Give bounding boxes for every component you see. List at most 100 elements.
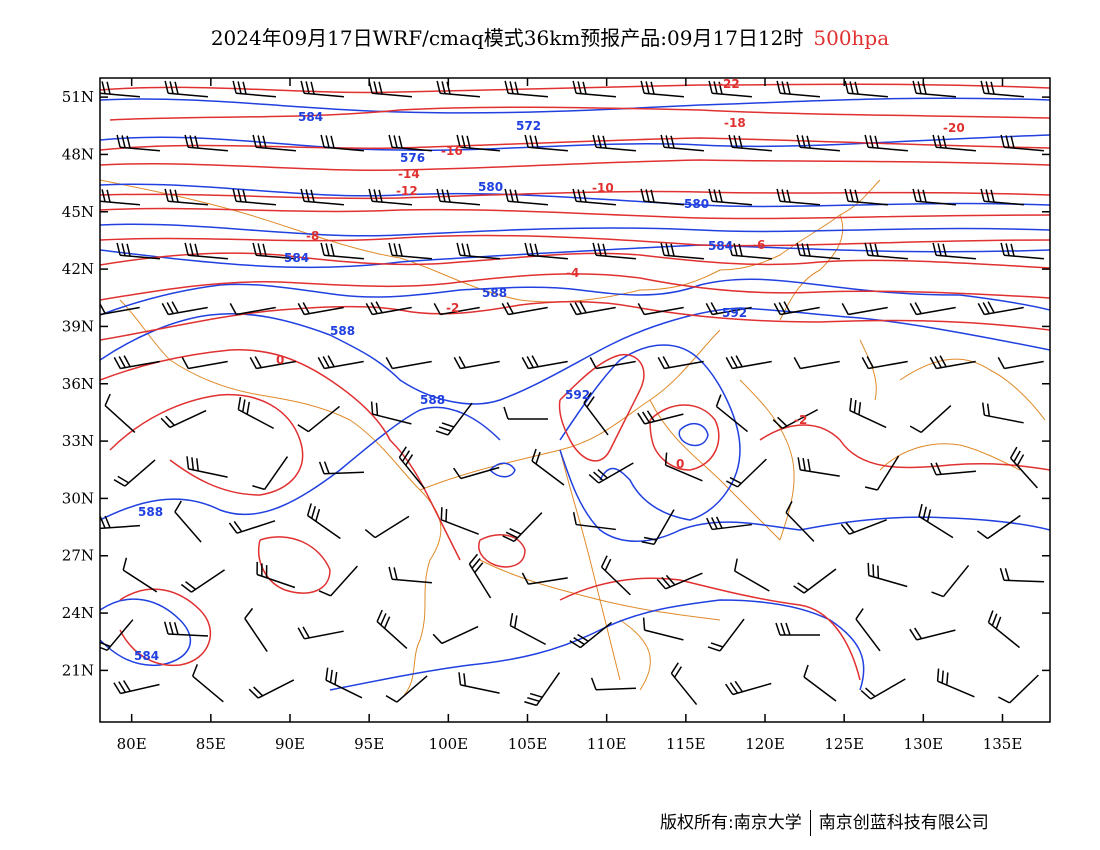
height-label: 588 — [330, 324, 355, 338]
wind-barb — [1009, 446, 1038, 489]
wind-barb — [977, 514, 1021, 540]
wind-barb — [707, 618, 745, 652]
temperature-label: -8 — [306, 229, 319, 243]
wind-barb — [998, 674, 1039, 704]
wind-barb — [249, 356, 296, 370]
wind-barb — [160, 409, 207, 429]
wind-barb — [524, 242, 568, 260]
wind-barb — [773, 301, 820, 316]
wind-barb — [364, 515, 410, 539]
lon-tick-label: 95E — [354, 735, 384, 753]
wind-barb — [912, 80, 956, 98]
wind-barb — [918, 503, 954, 539]
wind-barb — [501, 302, 548, 316]
wind-barb — [728, 242, 772, 260]
wind-barb — [184, 134, 228, 152]
wind-barb — [244, 607, 268, 653]
wind-barb — [840, 519, 887, 535]
wind-barb — [164, 188, 208, 206]
lat-tick-label: 27N — [62, 547, 94, 565]
wind-barb — [592, 134, 636, 152]
temperature-label: -6 — [752, 238, 765, 252]
lon-tick-label: 120E — [745, 735, 785, 753]
wind-barb — [116, 242, 160, 260]
wind-barb — [468, 553, 492, 599]
title-main: 2024年09月17日WRF/cmaq模式36km预报产品:09月17日12时 — [210, 26, 804, 50]
wind-barb — [435, 402, 473, 436]
wind-barb — [981, 402, 1024, 424]
wind-barb — [388, 134, 432, 152]
wind-barb — [909, 627, 956, 641]
wind-barb — [860, 678, 906, 700]
lat-tick-label: 36N — [62, 375, 94, 393]
wind-barb — [796, 242, 840, 260]
wind-barb — [932, 242, 976, 260]
lon-tick-label: 100E — [429, 735, 469, 753]
wind-barb — [637, 302, 684, 316]
wind-barb — [116, 134, 160, 152]
wind-barb — [320, 134, 364, 152]
wind-barb — [849, 397, 887, 429]
lon-tick-label: 130E — [904, 735, 944, 753]
wind-barb — [320, 242, 364, 260]
wind-barb — [930, 462, 976, 476]
lat-tick-label: 24N — [62, 604, 94, 622]
wind-barb — [912, 188, 956, 206]
wind-barb — [640, 80, 684, 98]
wind-barb — [453, 356, 500, 370]
wind-barb — [775, 622, 820, 636]
wind-barb — [300, 80, 344, 98]
wind-barb — [980, 80, 1024, 98]
wind-barb — [936, 668, 975, 698]
temperature-label: -18 — [724, 116, 746, 130]
wind-barb — [725, 680, 772, 696]
wind-barb — [503, 406, 548, 420]
wind-barb — [113, 355, 160, 370]
wind-barb — [708, 80, 752, 98]
lon-tick-label: 105E — [508, 735, 548, 753]
wind-barb — [844, 188, 888, 206]
footer-divider — [809, 810, 811, 836]
wind-barb — [300, 188, 344, 206]
wind-barb — [583, 392, 609, 436]
wind-barb — [1000, 242, 1044, 260]
height-label: 584 — [298, 110, 323, 124]
wind-barb — [164, 80, 208, 98]
wind-barb — [297, 626, 344, 640]
wind-barb — [436, 80, 480, 98]
temperature-contours — [100, 83, 1050, 681]
wind-barb — [385, 356, 432, 370]
wind-barb — [640, 188, 684, 206]
wind-barb — [706, 516, 752, 531]
wind-barb — [256, 561, 296, 589]
lon-tick-label: 115E — [666, 735, 706, 753]
wind-barb — [388, 242, 432, 260]
wind-barb — [642, 617, 684, 641]
wind-barb — [867, 562, 908, 588]
wind-barb — [100, 80, 140, 98]
wind-barb — [252, 242, 296, 260]
height-label: 576 — [400, 151, 425, 165]
wind-barb — [531, 448, 565, 486]
height-label: 592 — [722, 306, 747, 320]
height-label: 584 — [708, 239, 733, 253]
wind-barb — [370, 401, 412, 425]
temperature-label: -22 — [718, 77, 740, 91]
height-label: 588 — [420, 393, 445, 407]
wind-barb — [664, 452, 703, 482]
wind-barb — [504, 80, 548, 98]
lat-tick-label: 45N — [62, 203, 94, 221]
wind-barb — [248, 679, 295, 699]
wind-barb — [864, 455, 900, 491]
wind-barb — [453, 466, 500, 480]
wind-barb — [524, 134, 568, 152]
wind-barb — [592, 242, 636, 260]
lon-tick-label: 135E — [983, 735, 1023, 753]
wind-barb — [180, 569, 226, 593]
wind-barb — [600, 555, 631, 596]
wind-barb — [588, 462, 634, 484]
wind-barb — [388, 566, 432, 584]
wind-barb — [228, 520, 276, 534]
wind-barb — [436, 188, 480, 206]
